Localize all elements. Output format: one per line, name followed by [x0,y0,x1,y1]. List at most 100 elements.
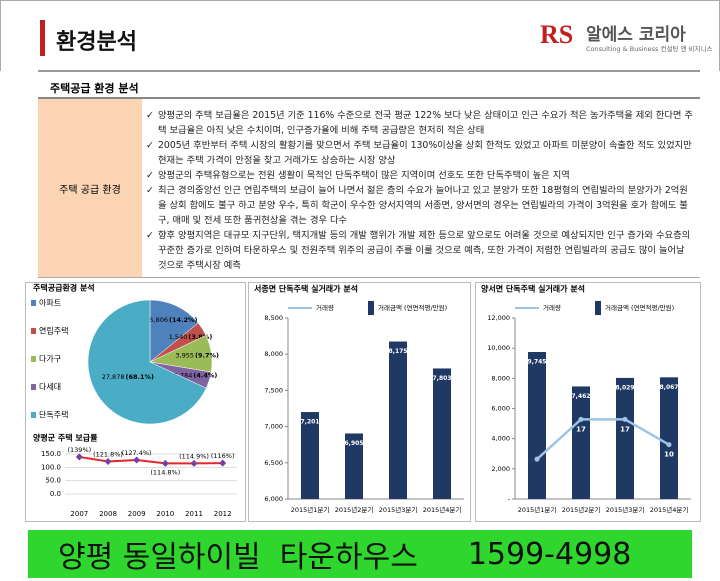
bar [660,377,678,499]
legend-label: 거래금액 (연면적평/만원) [605,303,674,312]
panel [248,282,471,522]
bullet-list: 양평군의 주택 보급율은 2015년 기준 116% 수준으로 전국 평균 12… [146,108,696,273]
value-label: 9,745 [528,359,547,366]
y-tick-label: 6,500 [264,459,283,467]
legend-swatch [595,301,601,315]
marker [104,457,112,466]
divider [38,70,700,72]
chart-title: 양서면 단독주택 실거래가 분석 [481,284,585,294]
value-label: 6,905 [345,440,364,447]
x-tick-label: 2015년1분기 [291,505,330,514]
percent-label: (68.1%) [125,373,154,381]
chart-title: 서종면 단독주택 실거래가 분석 [254,284,358,294]
x-tick-label: 2008 [99,510,117,518]
y-tick-label: 8,000 [264,350,283,358]
bar [616,377,634,499]
bar [345,433,363,499]
panel [475,282,701,522]
table-label: 주택 공급 환경 [38,99,142,277]
table [38,97,700,278]
legend-label: 거래량 [316,303,334,312]
value-label: (114.9%) [179,452,209,460]
legend-swatch [31,328,36,334]
y-tick-label: 6,000 [491,405,510,413]
legend-label: 연립주택 [39,326,68,336]
y-tick-label: 4,000 [491,435,510,443]
value-label: 7,803 [433,375,452,382]
banner-phone: 1599-4998 [467,536,632,572]
bullet-item: 최근 경의중앙선 인근 연립주택의 보급이 늘어 나면서 젊은 층의 수요가 늘… [146,183,696,228]
banner-name: 양평 동일하이빌 타운하우스 [58,540,418,575]
bar [433,368,451,499]
value-label: 7,201 [301,419,320,426]
value-label: 6 [535,465,540,473]
legend-swatch [31,384,36,390]
percent-label: (14.2%) [169,316,198,324]
marker [219,459,227,467]
chart-title: 양평군 주택 보급률 [33,433,98,443]
marker [578,416,584,422]
chart-title: 주택공급환경 분석 [33,283,95,293]
value-label: 5,806 [149,316,168,324]
x-tick-label: 2015년1분기 [518,505,557,514]
page-title: 환경분석 [56,30,137,55]
bar [572,386,590,499]
x-tick-label: 2015년4분기 [423,505,462,514]
value-label: 8,175 [389,348,408,355]
line-chart: 양평군 주택 보급률 0.0 50.0 100.0 150.0 (139%) 2007 (12… [33,433,237,518]
marker [534,456,540,462]
legend-label: 아파트 [39,298,61,308]
value-label: (116%) [211,452,235,460]
value-label: 17 [620,425,630,433]
value-label: 1,540 [169,333,188,341]
logo-initials: RS [540,20,574,49]
accent-bar [40,20,45,56]
legend-label: 거래금액 (연면적평/만원) [378,303,447,312]
x-tick-label: 2007 [70,510,88,518]
y-tick-label: 100.0 [41,463,61,471]
pie-chart: 주택공급환경 분석 5,806 (14.2%) 아파트 1,540 (3.8%) 연립주택 3… [31,283,219,425]
value-label: 1,784 [174,372,193,380]
y-tick-label: 50.0 [45,477,61,485]
line [536,418,670,461]
y-tick-label: 2,000 [491,465,510,473]
x-tick-label: 2015년2분기 [335,505,374,514]
legend-label: 다세대 [39,383,61,392]
marker [190,459,198,467]
y-tick-label: 150.0 [41,450,61,458]
marker [161,459,169,467]
percent-label: (9.7%) [195,351,219,359]
x-tick-label: 2015년2분기 [562,505,601,514]
value-label: 17 [576,425,586,433]
y-tick-label: 6,000 [264,495,283,503]
y-tick-label: 10,000 [487,344,510,352]
percent-label: (4.4%) [193,372,217,380]
section-title: 주택공급 환경 분석 [50,82,139,95]
value-label: 27,878 [102,373,125,381]
logo-name: 알에스 코리아 [586,25,686,45]
legend-swatch [31,412,36,418]
percent-label: (3.8%) [188,333,212,341]
pie-slice [149,299,199,363]
bullet-item: 양평군의 주택유형으로는 전원 생활이 목적인 단독주택이 많은 지역이며 선호… [146,168,696,183]
value-label: (114.8%) [150,468,180,476]
value-label: 8,029 [616,384,635,391]
bullet-item: 향후 양평지역은 대규모 지구단위, 택지개발 등의 개발 행위가 개발 제한 … [146,228,696,273]
legend-label: 다가구 [39,355,61,364]
value-label: 8,067 [660,384,679,391]
value-label: 3,955 [175,351,194,359]
x-tick-label: 2015년4분기 [650,505,689,514]
x-tick-label: 2010 [156,510,174,518]
panel [25,282,246,522]
y-tick-label: 7,500 [264,386,283,394]
marker [666,442,672,448]
legend-swatch [31,300,36,306]
value-label: 10 [664,451,674,459]
x-tick-label: 2012 [214,510,232,518]
banner: 양평 동일하이빌 타운하우스 1599-4998 [28,530,692,578]
x-tick-label: 2009 [128,510,146,518]
x-tick-label: 2011 [185,510,203,518]
